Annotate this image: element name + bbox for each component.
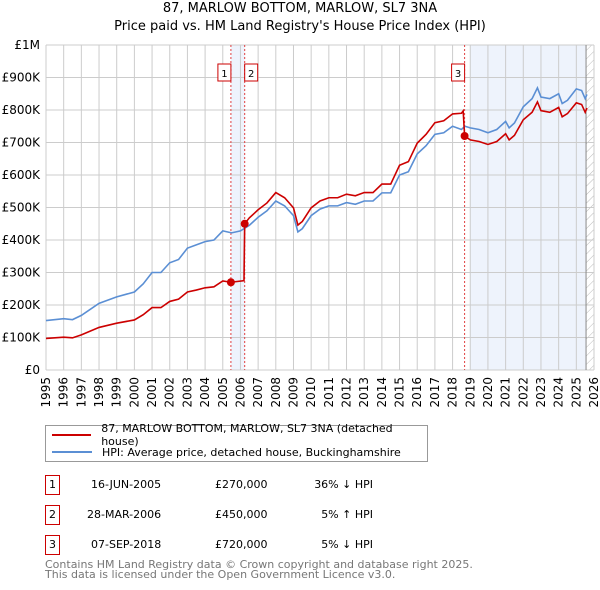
legend-swatch-red [52, 434, 92, 436]
y-tick-label: £400K [2, 233, 42, 247]
x-tick-label: 2005 [216, 377, 230, 408]
sale-price: £270,000 [215, 478, 268, 491]
sale-label: 1 [221, 69, 227, 80]
sale-label-box [244, 63, 259, 82]
x-tick-label: 2020 [481, 377, 495, 408]
x-tick-label: 2016 [410, 377, 424, 408]
sale-date: 28-MAR-2006 [87, 508, 162, 521]
legend: 87, MARLOW BOTTOM, MARLOW, SL7 3NA (deta… [45, 422, 428, 462]
legend-item-property: 87, MARLOW BOTTOM, MARLOW, SL7 3NA (deta… [46, 422, 427, 448]
x-tick-label: 2014 [375, 377, 389, 408]
x-tick-label: 2003 [180, 377, 194, 408]
x-tick-label: 1995 [39, 377, 53, 408]
x-tick-label: 1997 [74, 377, 88, 408]
x-tick-label: 2006 [233, 377, 247, 408]
y-tick-label: £700K [2, 136, 42, 150]
price-chart: 1995 1996 1997 1998 1999 2000 2001 2002 2003 2004… [2, 38, 600, 408]
sale-row: 3 07-SEP-2018 £720,000 5% ↓ HPI [45, 535, 445, 555]
sale-marker-label: 1 [45, 475, 60, 495]
x-tick-label: 2025 [569, 377, 583, 408]
x-tick-label: 2012 [340, 377, 354, 408]
x-tick-label: 2015 [393, 377, 407, 408]
x-tick-label: 2026 [587, 377, 600, 408]
x-tick-label: 1996 [57, 377, 71, 408]
y-tick-label: £100K [2, 331, 42, 345]
x-tick-label: 2009 [286, 377, 300, 408]
chart-title: 87, MARLOW BOTTOM, MARLOW, SL7 3NA [162, 1, 438, 16]
sale-price: £450,000 [215, 508, 268, 521]
y-tick-label: £600K [2, 168, 42, 182]
sale-hpi: 36% ↓ HPI [314, 478, 373, 491]
x-tick-label: 2017 [428, 377, 442, 408]
chart-subtitle: Price paid vs. HM Land Registry's House … [114, 19, 486, 34]
sale-date: 07-SEP-2018 [91, 538, 162, 551]
x-tick-label: 2010 [304, 377, 318, 408]
sale-label: 2 [248, 69, 254, 80]
x-tick-label: 2007 [251, 377, 265, 408]
x-tick-label: 1998 [92, 377, 106, 408]
sale-point [226, 278, 235, 287]
x-tick-label: 2013 [357, 377, 371, 408]
sale-hpi: 5% ↓ HPI [321, 538, 373, 551]
y-tick-label: £0 [25, 363, 40, 377]
legend-swatch-blue [52, 451, 92, 453]
footer: Contains HM Land Registry data © Crown c… [45, 558, 473, 581]
y-tick-label: £900K [2, 71, 42, 85]
y-tick-label: £500K [2, 201, 42, 215]
sale-label-box [451, 63, 466, 82]
y-tick-label: £300K [2, 266, 42, 280]
sale-marker-label: 3 [45, 535, 60, 555]
sale-price: £720,000 [215, 538, 268, 551]
x-tick-label: 2008 [269, 377, 283, 408]
x-tick-label: 2021 [499, 377, 513, 408]
y-tick-label: £1M [14, 38, 40, 52]
x-tick-label: 1999 [110, 377, 124, 408]
legend-item-hpi: HPI: Average price, detached house, Buck… [46, 444, 401, 460]
x-tick-label: 2000 [127, 377, 141, 408]
y-tick-label: £800K [2, 103, 42, 117]
x-tick-label: 2023 [534, 377, 548, 408]
sale-point [240, 219, 249, 228]
x-tick-label: 2002 [163, 377, 177, 408]
sale-point [460, 132, 469, 140]
sale-date: 16-JUN-2005 [91, 478, 162, 491]
legend-label: HPI: Average price, detached house, Buck… [102, 445, 401, 459]
x-tick-label: 2024 [552, 377, 566, 408]
price-paid-line [45, 99, 588, 340]
sale-marker-label: 2 [45, 505, 60, 525]
sale-label: 3 [455, 69, 461, 80]
x-tick-label: 2001 [145, 377, 159, 408]
x-tick-label: 2004 [198, 377, 212, 408]
sale-row: 1 16-JUN-2005 £270,000 36% ↓ HPI [45, 475, 445, 495]
sale-label-box [217, 63, 232, 82]
x-tick-label: 2022 [516, 377, 530, 408]
footer-line: Contains HM Land Registry data © Crown c… [45, 558, 473, 571]
x-tick-label: 2011 [322, 377, 336, 408]
legend-label: 87, MARLOW BOTTOM, MARLOW, SL7 3NA (deta… [101, 422, 393, 448]
sale-row: 2 28-MAR-2006 £450,000 5% ↑ HPI [45, 505, 445, 525]
footer-line: This data is licensed under the Open Gov… [45, 568, 396, 581]
x-tick-label: 2018 [446, 377, 460, 408]
sale-hpi: 5% ↑ HPI [321, 508, 373, 521]
x-tick-label: 2019 [463, 377, 477, 408]
hpi-line [45, 85, 588, 322]
y-tick-label: £200K [2, 298, 42, 312]
